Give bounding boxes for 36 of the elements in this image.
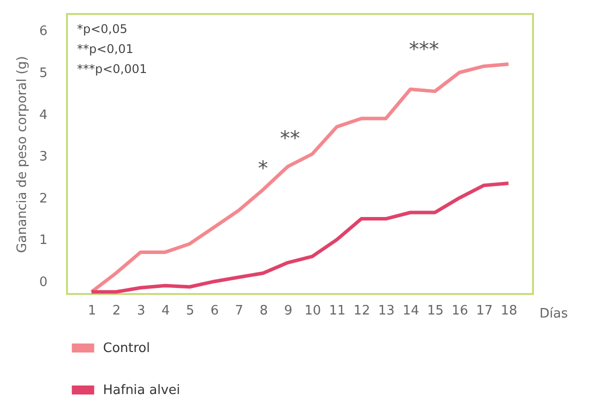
y-tick-label: 5 [39,66,48,82]
annotation: * [258,156,268,180]
y-tick-label: 6 [39,24,48,40]
x-tick-label: 7 [235,304,244,318]
x-tick-label: 4 [161,304,170,318]
x-tick-label: 10 [304,304,322,318]
y-tick-label: 2 [39,191,48,206]
x-tick-label: 13 [378,304,395,318]
x-tick-label: 1 [88,304,96,318]
x-tick-label: 16 [452,304,468,318]
x-tick-label: 17 [476,304,493,318]
x-axis-title: Días [540,306,568,322]
x-tick-label: 8 [260,304,268,318]
annotation: *** [409,37,439,61]
line-series [90,182,510,294]
legend-label: Control [103,341,150,356]
x-tick-label: 11 [329,304,346,318]
x-tick-label: 14 [402,304,420,318]
annotation: **p<0,01 [77,42,134,56]
y-tick-label: 3 [39,150,48,165]
x-tick-label: 6 [210,304,219,318]
x-tick-label: 18 [500,304,518,318]
y-tick-label: 4 [39,108,48,123]
annotation: ** [280,126,300,150]
x-tick-label: 12 [354,304,370,318]
x-tick-label: 9 [284,304,292,318]
legend-label: Hafnia alvei [103,383,180,398]
y-tick-label: 1 [39,233,48,248]
y-tick-label: 0 [39,274,48,290]
y-axis-title: Ganancia de peso corporal (g) [15,56,30,253]
x-tick-label: 2 [112,304,121,318]
annotation: *p<0,05 [77,22,128,36]
x-tick-label: 15 [427,304,444,318]
x-tick-label: 3 [136,304,146,318]
x-tick-label: 5 [186,304,194,318]
annotation: ***p<0,001 [77,62,148,76]
